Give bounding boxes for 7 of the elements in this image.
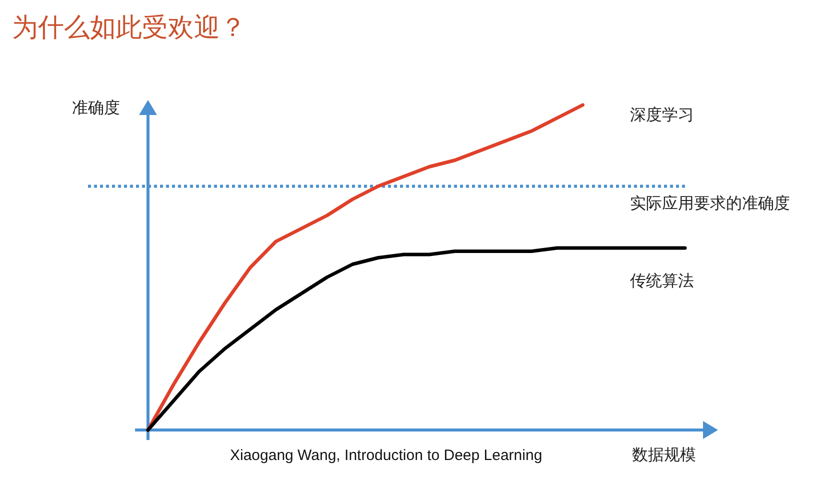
- x-axis-title: 数据规模: [632, 445, 696, 464]
- text: Xiaogang Wang, Introduction to Deep Learning: [230, 447, 542, 464]
- y-axis-title: 准确度: [72, 98, 120, 117]
- title: 为什么如此受欢迎？: [12, 13, 246, 43]
- series-label: 传统算法: [630, 271, 694, 290]
- text: 深度学习: [630, 105, 694, 124]
- ref-line-label: 实际应用要求的准确度: [630, 193, 790, 212]
